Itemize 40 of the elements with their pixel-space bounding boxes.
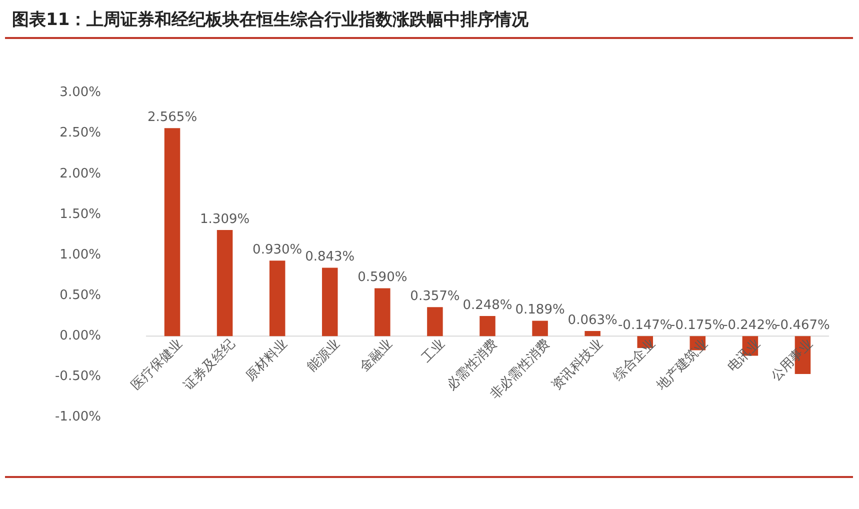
data-label: 0.930% — [252, 242, 302, 258]
x-tick-label: 资讯科技业 — [549, 336, 606, 394]
x-tick-label: 证券及经纪 — [181, 336, 238, 394]
bar — [322, 268, 338, 336]
y-tick-label: 2.50% — [60, 126, 101, 141]
bar — [374, 288, 390, 336]
y-tick-label: -1.00% — [54, 410, 101, 425]
y-tick-label: 2.00% — [60, 166, 101, 182]
x-tick-label: 公用事业 — [768, 336, 816, 384]
data-label: 0.357% — [410, 289, 460, 304]
bar — [269, 260, 286, 336]
data-label: 2.565% — [147, 110, 198, 125]
x-tick-label: 电讯业 — [725, 336, 764, 375]
bar — [480, 316, 496, 336]
y-tick-label: 1.00% — [60, 247, 101, 262]
chart-title: 图表11：上周证券和经纪板块在恒生综合行业指数涨跌幅中排序情况 — [12, 9, 529, 31]
data-label: -0.467% — [776, 318, 830, 333]
data-label: 0.189% — [515, 302, 565, 318]
data-label: -0.175% — [670, 318, 725, 333]
bar — [216, 230, 233, 336]
y-tick-label: 0.50% — [60, 288, 101, 303]
y-tick-label: 1.50% — [60, 206, 101, 222]
y-tick-label: -0.50% — [54, 369, 101, 384]
data-label: 0.843% — [305, 250, 355, 265]
x-tick-label: 原材料业 — [243, 336, 291, 384]
data-label: -0.242% — [723, 318, 778, 333]
data-label: -0.147% — [618, 318, 672, 333]
bar — [532, 320, 548, 336]
x-tick-label: 能源业 — [304, 336, 344, 375]
data-label: 0.590% — [358, 270, 408, 286]
bar — [584, 330, 600, 336]
bar — [164, 128, 180, 336]
x-tick-label: 工业 — [419, 336, 448, 366]
y-tick-label: 3.00% — [60, 85, 101, 100]
data-label: 1.309% — [200, 212, 250, 227]
y-tick-label: 0.00% — [60, 328, 101, 344]
x-tick-label: 金融业 — [357, 336, 396, 375]
data-label: 0.248% — [462, 298, 512, 313]
data-label: 0.063% — [568, 312, 618, 328]
bar — [427, 307, 443, 336]
